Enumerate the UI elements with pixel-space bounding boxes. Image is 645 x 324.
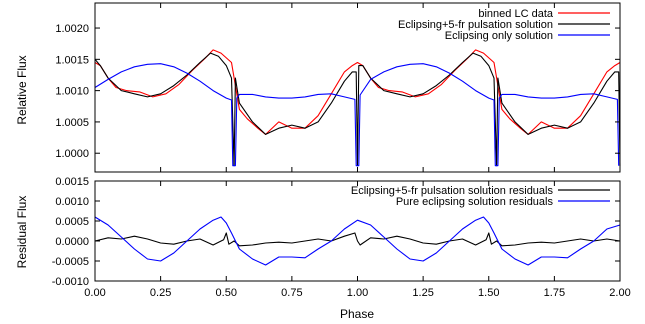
bottom-y-tick-label: 0.0015 [55,176,89,188]
top-series-line-2 [94,63,620,167]
top-y-tick-label: 1.0010 [55,86,89,98]
top-panel-relative-flux: 1.0000 1.0005 1.0010 1.0015 1.0020 binned LC … [55,2,621,173]
bottom-legend: Eclipsing+5-fr pulsation solution residu… [351,185,610,208]
top-legend-label-2: Eclipsing only solution [445,30,553,42]
bottom-x-tick-label: 0.75 [281,287,302,299]
top-y-tick-label: 1.0000 [55,148,89,160]
top-series-line-1 [94,52,621,167]
bottom-y-tick-label: -0.0010 [52,276,89,288]
top-y-tick-label: 1.0015 [55,54,89,66]
top-y-tick-label: 1.0005 [55,117,89,129]
bottom-x-tick-label: 1.00 [347,287,368,299]
bottom-x-tick-label: 0.00 [84,287,105,299]
bottom-x-tick-label: 0.50 [216,287,237,299]
bottom-series-line-1 [94,216,621,266]
bottom-x-tick-label: 1.25 [412,287,433,299]
bottom-x-tick-label: 1.75 [544,287,565,299]
bottom-series-line-0 [94,232,621,247]
xlabel-bottom: Phase [340,307,374,321]
bottom-plot-area [94,216,621,266]
top-plot-area [94,49,621,167]
bottom-x-tick-label: 1.50 [478,287,499,299]
bottom-y-tick-label: 0.0010 [55,196,89,208]
bottom-x-tick-label: 2.00 [609,287,630,299]
bottom-y-tick-label: 0.0005 [55,216,89,228]
bottom-panel-residual-flux: 0.00 0.25 0.50 0.75 1.00 1.25 1.50 1.75 2.00 -0.0… [52,176,631,299]
ylabel-bottom: Residual Flux [15,196,29,269]
top-legend-label-0: binned LC data [478,8,553,20]
top-series-line-0 [94,49,621,135]
bottom-y-tick-label: -0.0005 [52,256,89,268]
ylabel-top: Relative Flux [15,55,29,124]
top-legend-label-1: Eclipsing+5-fr pulsation solution [398,19,553,31]
bottom-x-tick-label: 0.25 [150,287,171,299]
bottom-axes: 0.00 0.25 0.50 0.75 1.00 1.25 1.50 1.75 2.00 -0.0… [52,176,631,299]
bottom-y-tick-label: 0.0000 [55,236,89,248]
bottom-legend-label-1: Pure eclipsing solution residuals [396,196,554,208]
top-axes: 1.0000 1.0005 1.0010 1.0015 1.0020 [55,2,621,173]
bottom-legend-label-0: Eclipsing+5-fr pulsation solution residu… [351,185,554,197]
top-y-tick-label: 1.0020 [55,23,89,35]
